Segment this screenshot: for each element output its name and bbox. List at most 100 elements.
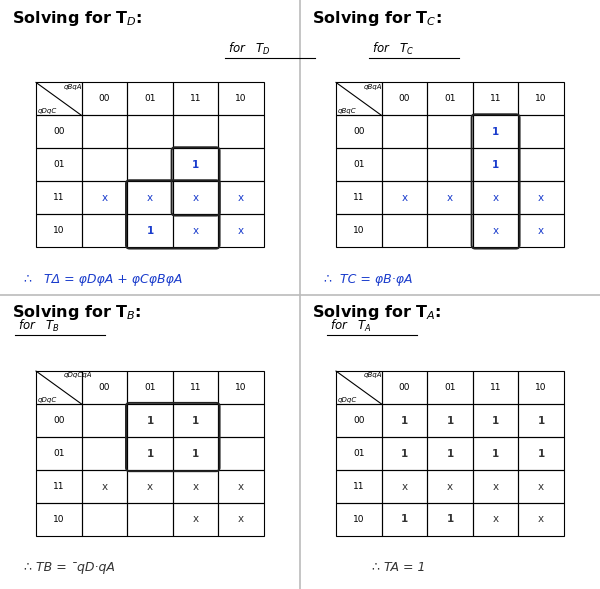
Bar [382,503,427,536]
Bar [518,214,564,247]
Text: x: x [538,193,544,203]
Bar [218,470,264,503]
Text: 11: 11 [490,94,502,104]
Text: x: x [238,482,244,491]
Bar [336,82,382,115]
Text: 11: 11 [490,383,502,392]
Text: x: x [447,482,453,491]
Bar [218,181,264,214]
Text: 01: 01 [53,449,65,458]
Text: x: x [538,515,544,524]
Bar [127,148,173,181]
Bar [173,437,218,470]
Bar [382,404,427,437]
Bar [473,82,518,115]
Bar [473,115,518,148]
Text: 10: 10 [535,383,547,392]
Bar [473,181,518,214]
Text: 1: 1 [446,515,454,524]
Bar [82,503,127,536]
Bar [36,470,82,503]
Text: x: x [493,482,499,491]
Bar [473,404,518,437]
Text: 1: 1 [192,160,199,170]
Text: for   T$_{B}$: for T$_{B}$ [18,318,60,334]
Bar [518,181,564,214]
Bar [36,148,82,181]
Text: qDqC: qDqC [37,108,56,114]
Text: 1: 1 [146,416,154,425]
Text: qBqA: qBqA [364,372,382,378]
Bar [82,82,127,115]
Bar [336,181,382,214]
Bar [218,371,264,404]
Text: 11: 11 [353,482,365,491]
Text: x: x [401,482,407,491]
Bar [473,503,518,536]
Bar [82,115,127,148]
Bar [82,404,127,437]
Text: x: x [238,226,244,236]
Bar [82,214,127,247]
Text: 00: 00 [353,416,365,425]
Bar [518,82,564,115]
Bar [336,371,382,404]
Text: 00: 00 [398,383,410,392]
Text: 01: 01 [144,383,156,392]
Text: 1: 1 [492,416,499,425]
Text: 1: 1 [492,127,499,137]
Bar [82,371,127,404]
Text: 10: 10 [235,94,247,104]
Bar [427,148,473,181]
Text: 00: 00 [53,127,65,137]
Text: 1: 1 [192,416,199,425]
Bar [518,371,564,404]
Bar [382,470,427,503]
Bar [218,82,264,115]
Text: qBqA: qBqA [64,84,82,90]
Bar [518,503,564,536]
Bar [218,404,264,437]
Text: for   T$_{A}$: for T$_{A}$ [330,318,372,334]
Text: x: x [101,482,107,491]
Bar [127,503,173,536]
Bar [382,115,427,148]
Text: 1: 1 [401,515,408,524]
Bar [518,470,564,503]
Text: 11: 11 [53,482,65,491]
Bar [336,470,382,503]
Bar [82,148,127,181]
Bar [382,437,427,470]
Bar [382,82,427,115]
Text: x: x [493,515,499,524]
Bar [82,181,127,214]
Bar [336,148,382,181]
Text: qBqC: qBqC [337,108,356,114]
Bar [36,371,82,404]
Text: x: x [147,193,153,203]
Bar [218,115,264,148]
Bar [127,470,173,503]
Text: 10: 10 [235,383,247,392]
Bar [173,503,218,536]
Text: ∴ TA = 1: ∴ TA = 1 [372,561,425,574]
Bar [427,181,473,214]
Text: for   T$_{D}$: for T$_{D}$ [228,41,271,57]
Bar [427,115,473,148]
Bar [427,470,473,503]
Text: 10: 10 [535,94,547,104]
Bar [127,181,173,214]
Bar [218,148,264,181]
Bar [173,470,218,503]
Text: x: x [493,226,499,236]
Text: 10: 10 [53,226,65,236]
Text: Solving for T$_{D}$:: Solving for T$_{D}$: [12,9,143,28]
Text: ∴  TC = φB·φA: ∴ TC = φB·φA [324,273,413,286]
Text: 11: 11 [53,193,65,203]
Bar [127,115,173,148]
Bar [427,503,473,536]
Text: ∴ TB = ¯qD·qA: ∴ TB = ¯qD·qA [24,561,115,574]
Text: 01: 01 [444,383,456,392]
Text: 1: 1 [401,449,408,458]
Bar [36,437,82,470]
